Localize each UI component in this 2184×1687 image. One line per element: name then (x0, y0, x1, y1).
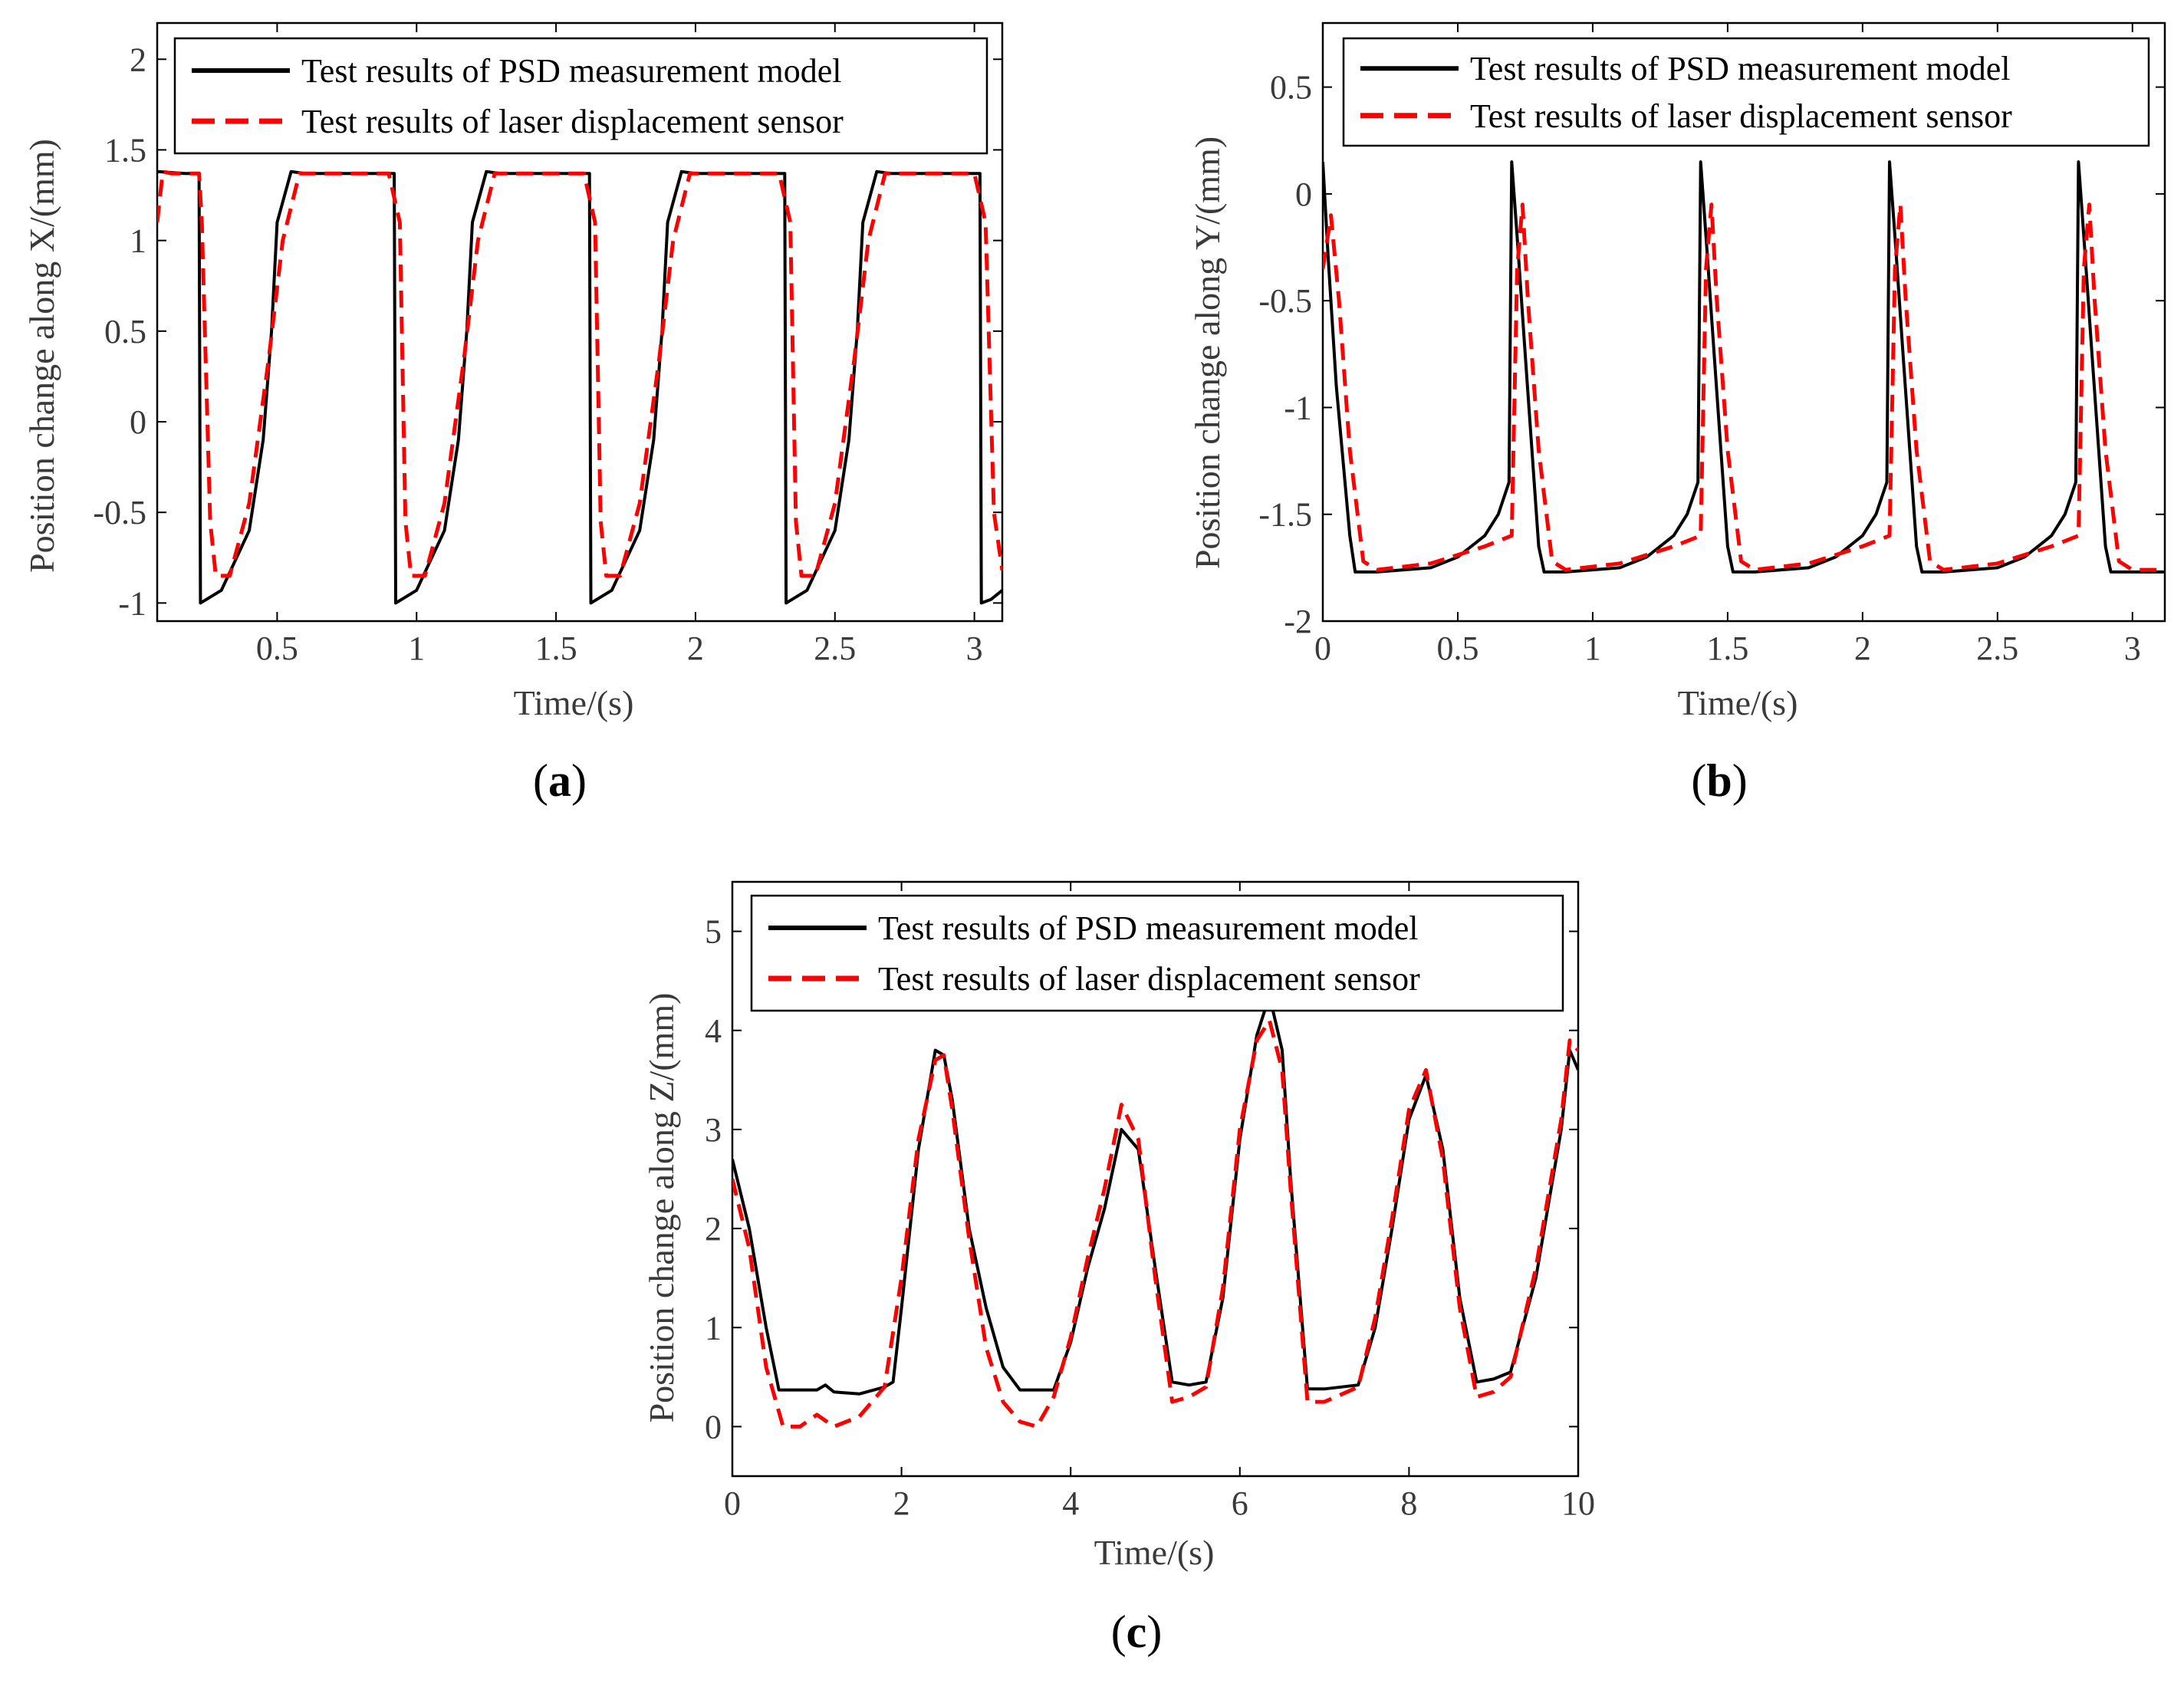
chart-a-xtick-label: 1.5 (535, 630, 577, 667)
chart-a-ytick-label: 2 (130, 41, 146, 78)
chart-c-xlabel: Time/(s) (1094, 1533, 1215, 1572)
chart-a-legend-label-psd: Test results of PSD measurement model (301, 52, 841, 90)
chart-b-xtick-label: 2 (1854, 630, 1871, 667)
chart-a-ytick-label: 0 (130, 403, 146, 441)
chart-c-series-psd-line (732, 994, 1578, 1396)
chart-a-series-laser-line (157, 169, 1002, 578)
chart-b-ylabel: Position change along Y/(mm) (1188, 136, 1227, 569)
chart-c-legend-label-psd: Test results of PSD measurement model (878, 909, 1418, 947)
chart-b-xtick-label: 0 (1314, 630, 1331, 667)
chart-a-legend: Test results of PSD measurement model Tes… (173, 37, 988, 155)
chart-c-xtick-label: 8 (1400, 1485, 1417, 1522)
chart-a-plot-border (156, 21, 1004, 623)
chart-b-ticks: 0 0.5 1 1.5 2 2.5 3 -2 -1.5 -1 -0.5 0 0.5 (1258, 23, 2165, 667)
chart-c-legend: Test results of PSD measurement model Tes… (750, 894, 1564, 1012)
chart-c-xtick-label: 6 (1232, 1485, 1248, 1522)
chart-a-caption-letter: a (548, 755, 571, 806)
chart-c-caption: (c) (1111, 1606, 1163, 1657)
chart-b-xlabel: Time/(s) (1678, 683, 1798, 722)
chart-c-xtick-label: 2 (893, 1485, 910, 1522)
chart-b-ytick-label: 0 (1295, 176, 1312, 213)
chart-c-ytick-label: 5 (705, 913, 722, 951)
chart-c-xtick-label: 4 (1062, 1485, 1079, 1522)
chart-c-series-laser-line (732, 1018, 1578, 1429)
chart-a-ytick-label: 1 (130, 222, 146, 260)
chart-b-legend-label-laser: Test results of laser displacement senso… (1470, 97, 2012, 135)
chart-c-ytick-label: 4 (705, 1012, 722, 1050)
chart-a-ytick-label: -0.5 (93, 494, 146, 531)
chart-b-series (1323, 160, 2165, 574)
chart-b-xtick-label: 0.5 (1436, 630, 1478, 667)
chart-c-ytick-label: 2 (705, 1210, 722, 1248)
chart-b-ytick-label: -1.5 (1258, 496, 1312, 534)
chart-a-xtick-label: 2.5 (814, 630, 856, 667)
chart-a-ylabel: Position change along X/(mm) (22, 139, 61, 573)
chart-c-caption-letter: c (1127, 1606, 1147, 1657)
chart-b-xtick-label: 3 (2124, 630, 2141, 667)
chart-a-series (157, 169, 1002, 605)
chart-c: 0 2 4 6 8 10 0 1 2 3 4 5 Test results of PSD measur… (642, 880, 1595, 1657)
chart-b-xtick-label: 1 (1584, 630, 1601, 667)
chart-b: 0 0.5 1 1.5 2 2.5 3 -2 -1.5 -1 -0.5 0 0.5 Test resul… (1188, 21, 2166, 806)
chart-b-legend-label-psd: Test results of PSD measurement model (1470, 50, 2010, 87)
chart-c-ytick-label: 1 (705, 1309, 722, 1347)
chart-a-xlabel: Time/(s) (514, 683, 634, 722)
chart-a-legend-box (173, 37, 988, 155)
chart-a-xtick-label: 1 (408, 630, 425, 667)
chart-a-ytick-label: -1 (118, 584, 146, 622)
chart-a-xtick-label: 0.5 (256, 630, 298, 667)
chart-c-ylabel: Position change along Z/(mm) (642, 993, 681, 1423)
chart-a-ytick-label: 1.5 (104, 131, 146, 169)
chart-c-legend-label-laser: Test results of laser displacement senso… (878, 960, 1420, 998)
chart-c-series (732, 994, 1578, 1429)
chart-a-caption: (a) (533, 755, 587, 806)
chart-b-xtick-label: 1.5 (1706, 630, 1748, 667)
chart-b-legend-box (1342, 37, 2150, 147)
chart-c-ticks: 0 2 4 6 8 10 0 1 2 3 4 5 (705, 882, 1595, 1522)
chart-b-legend: Test results of PSD measurement model Tes… (1342, 37, 2150, 147)
chart-b-ytick-label: -2 (1284, 603, 1312, 640)
chart-b-caption-letter: b (1706, 755, 1732, 806)
chart-a-series-psd-line (157, 169, 1002, 605)
chart-b-xtick-label: 2.5 (1976, 630, 2018, 667)
chart-a-xtick-label: 3 (966, 630, 983, 667)
chart-c-xtick-label: 10 (1561, 1485, 1595, 1522)
chart-b-ytick-label: -0.5 (1258, 282, 1312, 320)
chart-a-ytick-label: 0.5 (104, 313, 146, 350)
chart-b-ytick-label: 0.5 (1270, 69, 1312, 107)
chart-a-ticks: 0.5 1 1.5 2 2.5 3 -1 -0.5 0 0.5 1 1.5 2 (93, 23, 1002, 667)
chart-c-xtick-label: 0 (724, 1485, 741, 1522)
chart-a-axes-frame (156, 21, 1004, 623)
chart-b-plot-border (1321, 21, 2166, 623)
chart-a-xtick-label: 2 (687, 630, 704, 667)
chart-b-caption: (b) (1691, 755, 1747, 806)
chart-b-ytick-label: -1 (1284, 389, 1312, 426)
chart-b-series-psd-line (1323, 160, 2165, 574)
chart-b-axes-frame (1321, 21, 2166, 623)
chart-a-legend-label-laser: Test results of laser displacement senso… (301, 103, 844, 140)
chart-c-legend-box (750, 894, 1564, 1012)
chart-b-series-laser-line (1323, 202, 2165, 572)
chart-c-ytick-label: 3 (705, 1111, 722, 1149)
chart-a: 0.5 1 1.5 2 2.5 3 -1 -0.5 0 0.5 1 1.5 2 Test results… (22, 21, 1004, 806)
chart-c-ytick-label: 0 (705, 1408, 722, 1445)
